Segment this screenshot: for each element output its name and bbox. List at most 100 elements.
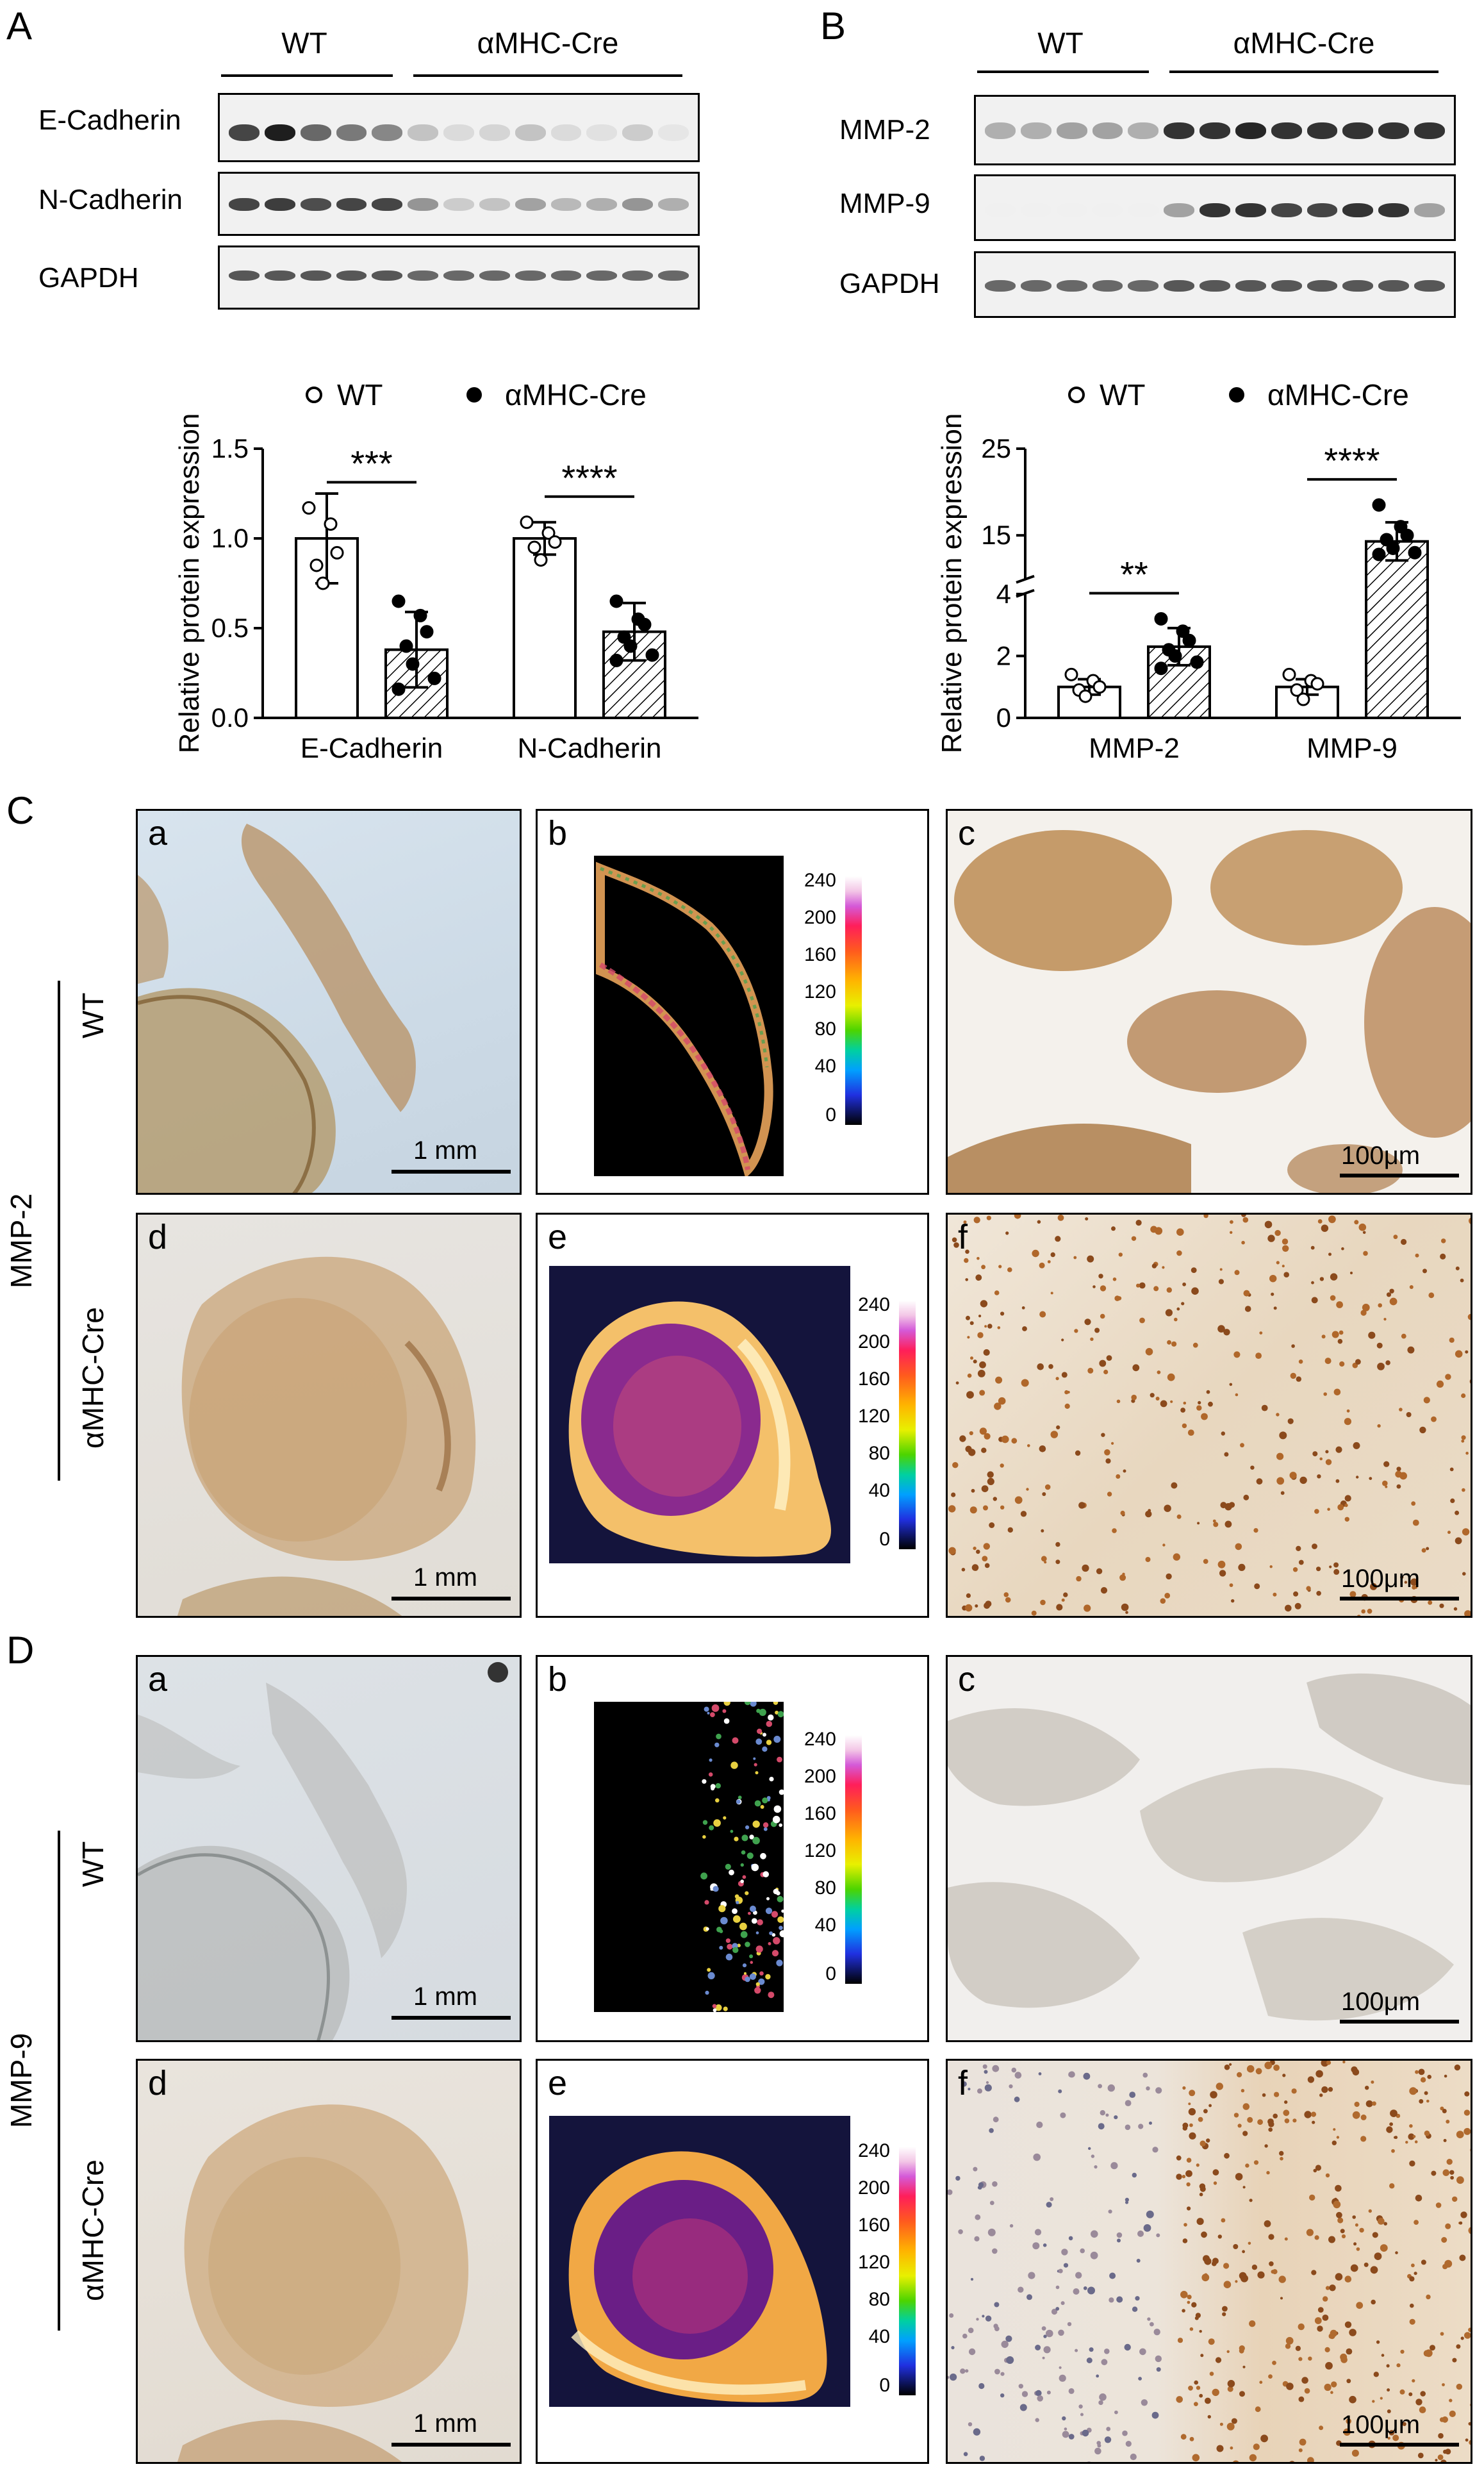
d-f-cre-highmag: f 100μm (946, 2059, 1472, 2464)
d-e-cbar-tick: 240 (857, 2140, 890, 2161)
c-d-scale-label: 1 mm (413, 1563, 477, 1592)
nucleus-dot (1242, 2103, 1250, 2110)
nucleus-dot (1216, 2083, 1223, 2090)
nucleus-dot (766, 1740, 772, 1745)
nucleus-dot (1090, 2251, 1098, 2259)
nucleus-dot (1298, 2396, 1305, 2402)
nucleus-dot (1075, 1450, 1081, 1456)
nucleus-dot (1196, 2163, 1200, 2167)
nucleus-dot (702, 1820, 708, 1825)
nucleus-dot (965, 1604, 973, 1612)
nucleus-dot (973, 1217, 980, 1224)
nucleus-dot (1167, 1373, 1175, 1381)
d-e-cbar-tick: 80 (868, 2289, 890, 2310)
x-tick-label: E-Cadherin (301, 733, 443, 764)
nucleus-dot (964, 1258, 969, 1263)
nucleus-dot (971, 1564, 979, 1571)
nucleus-dot (973, 1360, 977, 1364)
nucleus-dot (1220, 1502, 1227, 1509)
nucleus-dot (757, 1728, 763, 1734)
nucleus-dot (1135, 2296, 1140, 2301)
blot-band (550, 124, 582, 141)
data-point (1380, 533, 1394, 547)
nucleus-dot (1443, 2139, 1447, 2142)
nucleus-dot (1124, 2343, 1131, 2351)
blot-band (300, 270, 331, 281)
c-e-colorbar (899, 1301, 916, 1549)
nucleus-dot (1337, 1504, 1344, 1511)
nucleus-dot (1411, 2263, 1415, 2268)
nucleus-dot (1271, 2270, 1275, 2274)
nucleus-dot (1306, 2229, 1314, 2236)
nucleus-dot (715, 2004, 722, 2011)
nucleus-dot (1349, 1271, 1353, 1275)
blot-a-group-cre: αMHC-Cre (477, 26, 619, 60)
nucleus-dot (1147, 2317, 1151, 2321)
nucleus-dot (1009, 2084, 1013, 2089)
nucleus-dot (1166, 1573, 1172, 1580)
nucleus-dot (1296, 1376, 1301, 1382)
nucleus-dot (1227, 2380, 1235, 2388)
blot-band (550, 270, 582, 281)
nucleus-dot (952, 1237, 957, 1243)
data-point (1190, 655, 1204, 669)
nucleus-dot (1187, 1429, 1194, 1436)
nucleus-dot (752, 1836, 760, 1845)
nucleus-dot (1235, 1393, 1239, 1397)
data-point (617, 630, 631, 644)
nucleus-dot (1137, 2230, 1144, 2237)
nucleus-dot (1264, 1220, 1273, 1229)
nucleus-dot (1460, 2336, 1464, 2340)
nucleus-dot (1311, 1281, 1314, 1285)
nucleus-dot (979, 2456, 985, 2461)
nucleus-dot (1117, 2238, 1121, 2243)
nucleus-dot (1213, 1522, 1219, 1527)
nucleus-dot (1315, 2165, 1321, 2171)
nucleus-dot (1328, 1252, 1331, 1256)
nucleus-dot (1440, 1253, 1446, 1260)
blot-band (1235, 122, 1266, 139)
nucleus-dot (732, 1947, 739, 1953)
nucleus-dot (1276, 1413, 1280, 1417)
blot-band (1414, 203, 1445, 217)
nucleus-dot (965, 2369, 969, 2373)
nucleus-dot (725, 1953, 733, 1961)
nucleus-dot (1259, 1331, 1263, 1335)
nucleus-dot (762, 1797, 768, 1804)
c-e-cre-heatmap: 240 200 160 120 80 40 0 e (536, 1213, 929, 1618)
nucleus-dot (766, 1897, 770, 1900)
nucleus-dot (1090, 1337, 1094, 1341)
nucleus-dot (1188, 2102, 1191, 2106)
nucleus-dot (1261, 1404, 1268, 1411)
nucleus-dot (1450, 2175, 1454, 2180)
nucleus-dot (1354, 2101, 1360, 2108)
nucleus-dot (1255, 2068, 1262, 2075)
nucleus-dot (1014, 2096, 1020, 2102)
nucleus-dot (779, 1930, 787, 1938)
nucleus-dot (1465, 1350, 1469, 1354)
blot-a-row-label-1: E-Cadherin (38, 104, 181, 136)
nucleus-dot (1249, 2454, 1257, 2462)
nucleus-dot (1186, 2182, 1191, 2187)
nucleus-dot (1155, 1397, 1160, 1401)
nucleus-dot (1171, 1341, 1177, 1347)
nucleus-dot (1328, 1215, 1336, 1224)
nucleus-dot (711, 1786, 714, 1791)
nucleus-dot (1084, 1318, 1091, 1326)
nucleus-dot (1235, 2280, 1238, 2283)
nucleus-dot (1041, 1529, 1044, 1533)
y-tick-label: 0.0 (211, 703, 249, 733)
nucleus-dot (1346, 2379, 1351, 2384)
nucleus-dot (1208, 2104, 1212, 2108)
nucleus-dot (1276, 1261, 1280, 1265)
d-d-letter: d (148, 2064, 168, 2102)
c-b-cbar-tick: 120 (804, 981, 836, 1002)
nucleus-dot (707, 1711, 710, 1715)
nucleus-dot (1292, 1567, 1298, 1572)
chart-b-mmp: 0 2 4 15 25 Relative protein expression WT αMHC… (936, 378, 1461, 764)
nucleus-dot (1325, 2362, 1333, 2370)
blot-band (1378, 122, 1410, 139)
nucleus-dot (1435, 2459, 1438, 2462)
nucleus-dot (1233, 2244, 1239, 2249)
nucleus-dot (1341, 2234, 1346, 2239)
